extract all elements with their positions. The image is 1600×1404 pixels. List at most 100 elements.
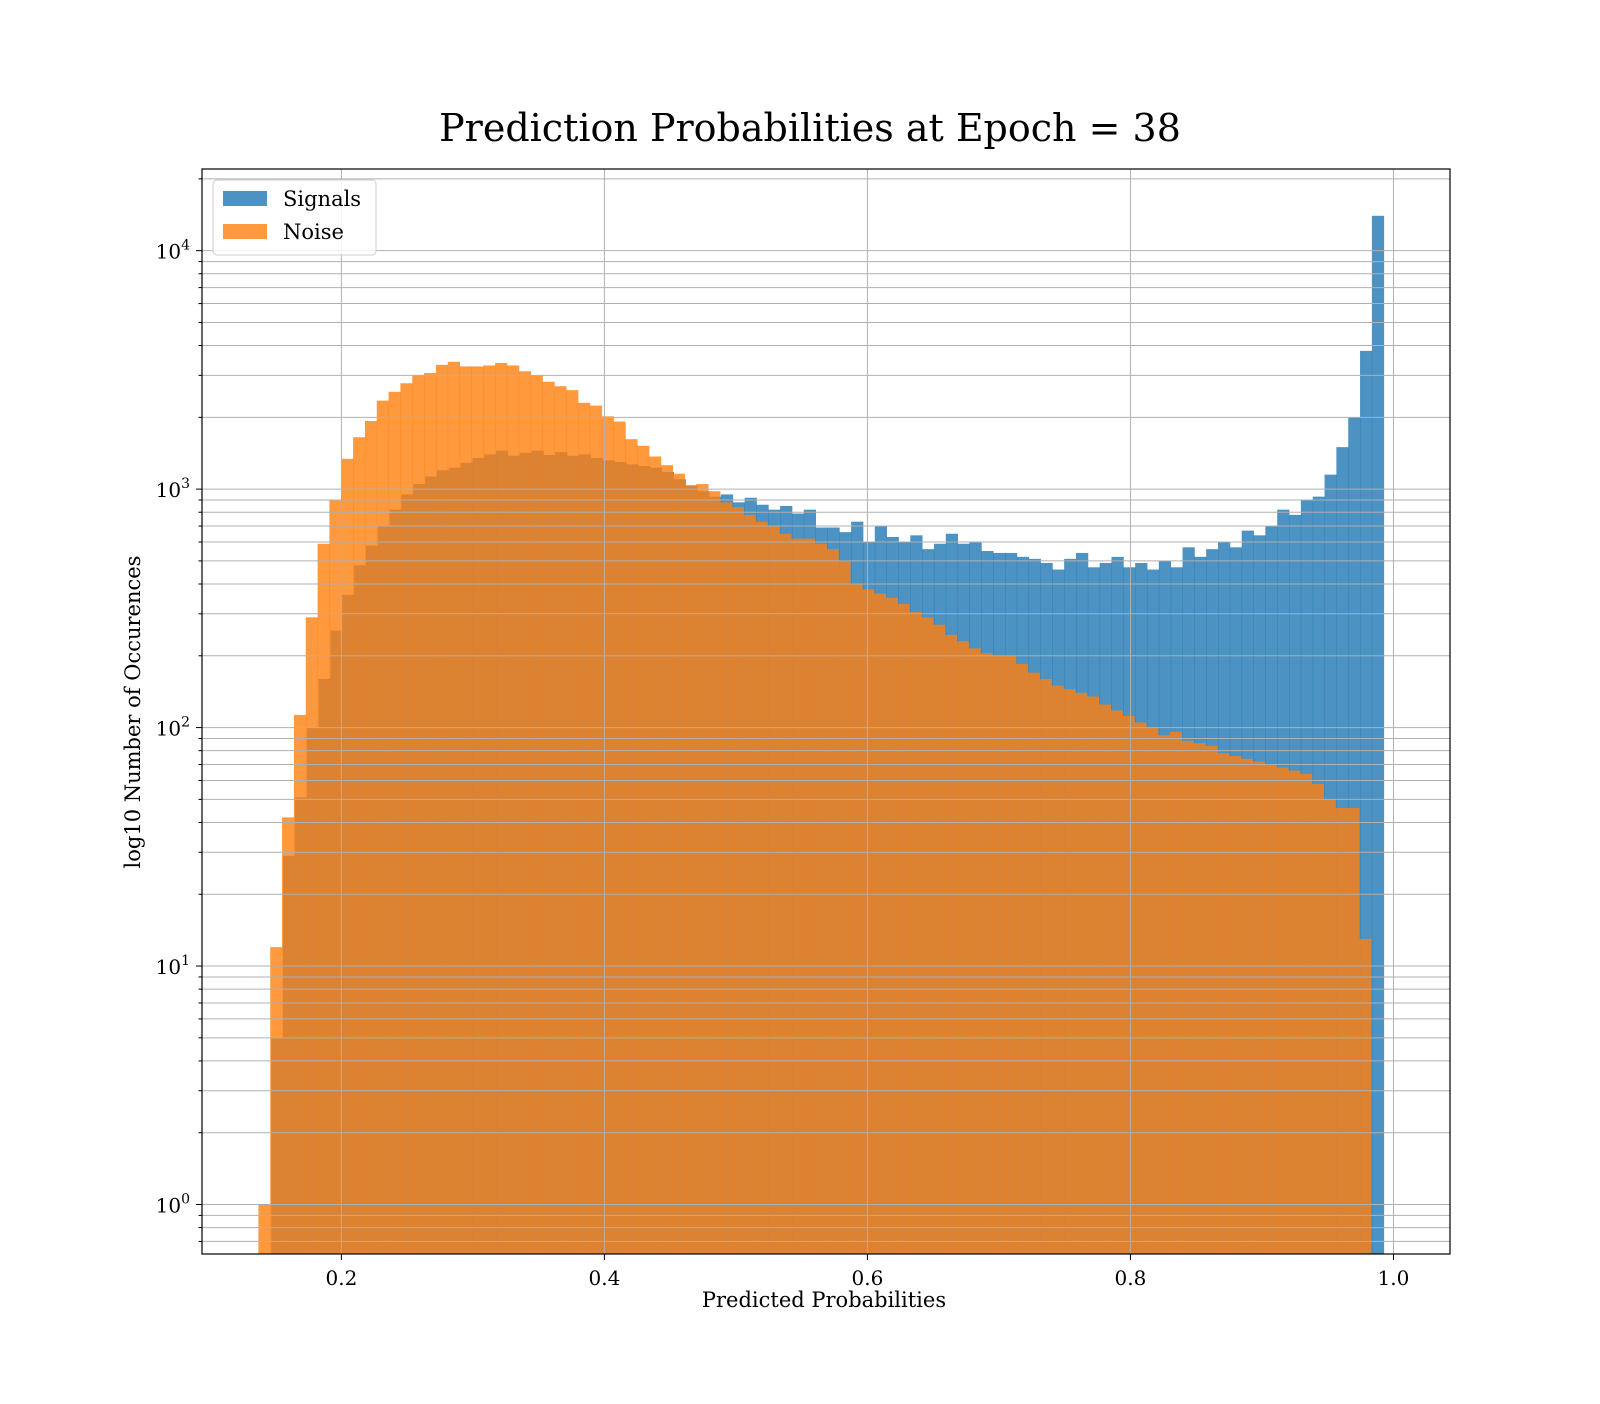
- histogram-bar: [1299, 773, 1313, 1254]
- histogram-bar: [660, 465, 674, 1254]
- histogram-bar: [471, 366, 484, 1254]
- y-tick-label: 102: [156, 715, 190, 741]
- histogram-bar: [1252, 761, 1265, 1254]
- histogram-bar: [944, 634, 958, 1254]
- grid-lines: [202, 169, 1450, 1254]
- histogram-bar: [731, 507, 745, 1254]
- chart-title: Prediction Probabilities at Epoch = 38: [439, 106, 1181, 150]
- histogram-bar: [826, 549, 839, 1254]
- histogram-bar: [1122, 715, 1135, 1254]
- histogram-bar: [625, 439, 638, 1254]
- histogram-bar: [1264, 764, 1277, 1254]
- histogram-bar: [364, 421, 378, 1254]
- histogram-bar: [1169, 731, 1182, 1254]
- histogram-bar: [755, 521, 768, 1254]
- histogram-bar: [720, 502, 733, 1254]
- legend: Signals Noise: [212, 179, 377, 256]
- histogram-bar: [933, 624, 946, 1254]
- histogram-bar: [1371, 215, 1385, 1255]
- histogram-bar: [341, 458, 354, 1255]
- histogram-bar: [353, 437, 366, 1254]
- histogram-bar: [258, 1204, 271, 1254]
- histogram-bar: [282, 817, 295, 1254]
- histogram-bar: [791, 538, 804, 1254]
- histogram-bar: [613, 421, 626, 1255]
- histogram-bar: [447, 361, 461, 1255]
- histogram-bar: [873, 593, 887, 1254]
- histogram-bar: [1063, 689, 1076, 1254]
- histogram-bar: [696, 484, 709, 1255]
- histogram-bar: [518, 371, 532, 1254]
- histogram-bar: [897, 603, 910, 1254]
- histogram-bar: [1157, 735, 1171, 1254]
- y-axis-label: log10 Number of Occurences: [121, 556, 145, 869]
- histogram-bar: [1347, 807, 1360, 1254]
- histogram-bar: [270, 947, 283, 1254]
- histogram-bar: [814, 543, 827, 1254]
- histogram-bar: [495, 362, 508, 1255]
- histogram-bar: [850, 584, 863, 1254]
- histogram-bar: [992, 655, 1005, 1254]
- histogram-bar: [1086, 696, 1100, 1254]
- legend-label: Noise: [283, 220, 344, 244]
- histogram-bar: [648, 456, 662, 1255]
- histogram-bar: [1181, 740, 1194, 1254]
- y-tick-label: 104: [156, 238, 190, 264]
- histogram-bar: [1228, 755, 1242, 1254]
- plot-area: 0.2 0.4 0.6 0.8 1.0 100 101 102 103 104 Signals Noi…: [156, 168, 1451, 1290]
- x-axis-label: Predicted Probabilities: [702, 1288, 946, 1312]
- histogram-bar: [684, 485, 697, 1254]
- histogram-bar: [483, 365, 496, 1254]
- histogram-bar: [838, 560, 851, 1254]
- histogram-bar: [980, 653, 993, 1254]
- histogram-bar: [329, 500, 342, 1254]
- histogram-bar: [1004, 655, 1017, 1254]
- histogram-bar: [1323, 799, 1336, 1254]
- histogram-bar: [1205, 745, 1218, 1254]
- histogram-bar: [743, 514, 756, 1254]
- histogram-bar: [1240, 758, 1254, 1254]
- histogram-bar: [400, 383, 413, 1254]
- histogram-bar: [1359, 938, 1372, 1254]
- y-tick-label: 100: [156, 1191, 190, 1217]
- histogram-bar: [1193, 743, 1206, 1254]
- noise-bars: [258, 361, 1372, 1255]
- histogram-bar: [802, 538, 816, 1254]
- histogram-bar: [293, 714, 307, 1254]
- histogram-bar: [1288, 770, 1301, 1254]
- histogram-bar: [1335, 807, 1348, 1254]
- histogram-bar: [637, 445, 650, 1254]
- x-tick-label: 0.6: [852, 1266, 884, 1290]
- histogram-bar: [530, 375, 543, 1254]
- histogram-bar: [862, 589, 875, 1254]
- histogram-bar: [1098, 704, 1111, 1254]
- histogram-bar: [885, 597, 898, 1254]
- histogram-bar: [542, 381, 555, 1254]
- histogram-bar: [956, 641, 969, 1254]
- histogram-bar: [1146, 727, 1159, 1254]
- histogram-bar: [1075, 692, 1088, 1254]
- histogram-bar: [506, 365, 520, 1254]
- histogram-bar: [1134, 722, 1147, 1254]
- histogram-bar: [459, 366, 472, 1254]
- x-tick-label: 0.8: [1115, 1266, 1147, 1290]
- legend-swatch: [223, 224, 267, 239]
- histogram-bar: [412, 375, 425, 1254]
- x-tick-label: 1.0: [1378, 1266, 1410, 1290]
- histogram-bar: [577, 402, 591, 1254]
- histogram-bar: [589, 405, 603, 1254]
- y-tick-label: 101: [156, 953, 190, 979]
- plot-frame: [201, 168, 1451, 1255]
- x-tick-label: 0.2: [325, 1266, 357, 1290]
- y-tick-label: 103: [156, 476, 190, 502]
- histogram-bar: [672, 473, 685, 1254]
- histogram-bar: [1276, 767, 1289, 1254]
- histogram-bar: [376, 400, 390, 1255]
- histogram-bar: [708, 491, 721, 1254]
- histogram-bar: [1217, 753, 1230, 1254]
- legend-swatch: [223, 191, 267, 206]
- histogram-bar: [1051, 685, 1064, 1254]
- histogram-bar: [1027, 672, 1040, 1254]
